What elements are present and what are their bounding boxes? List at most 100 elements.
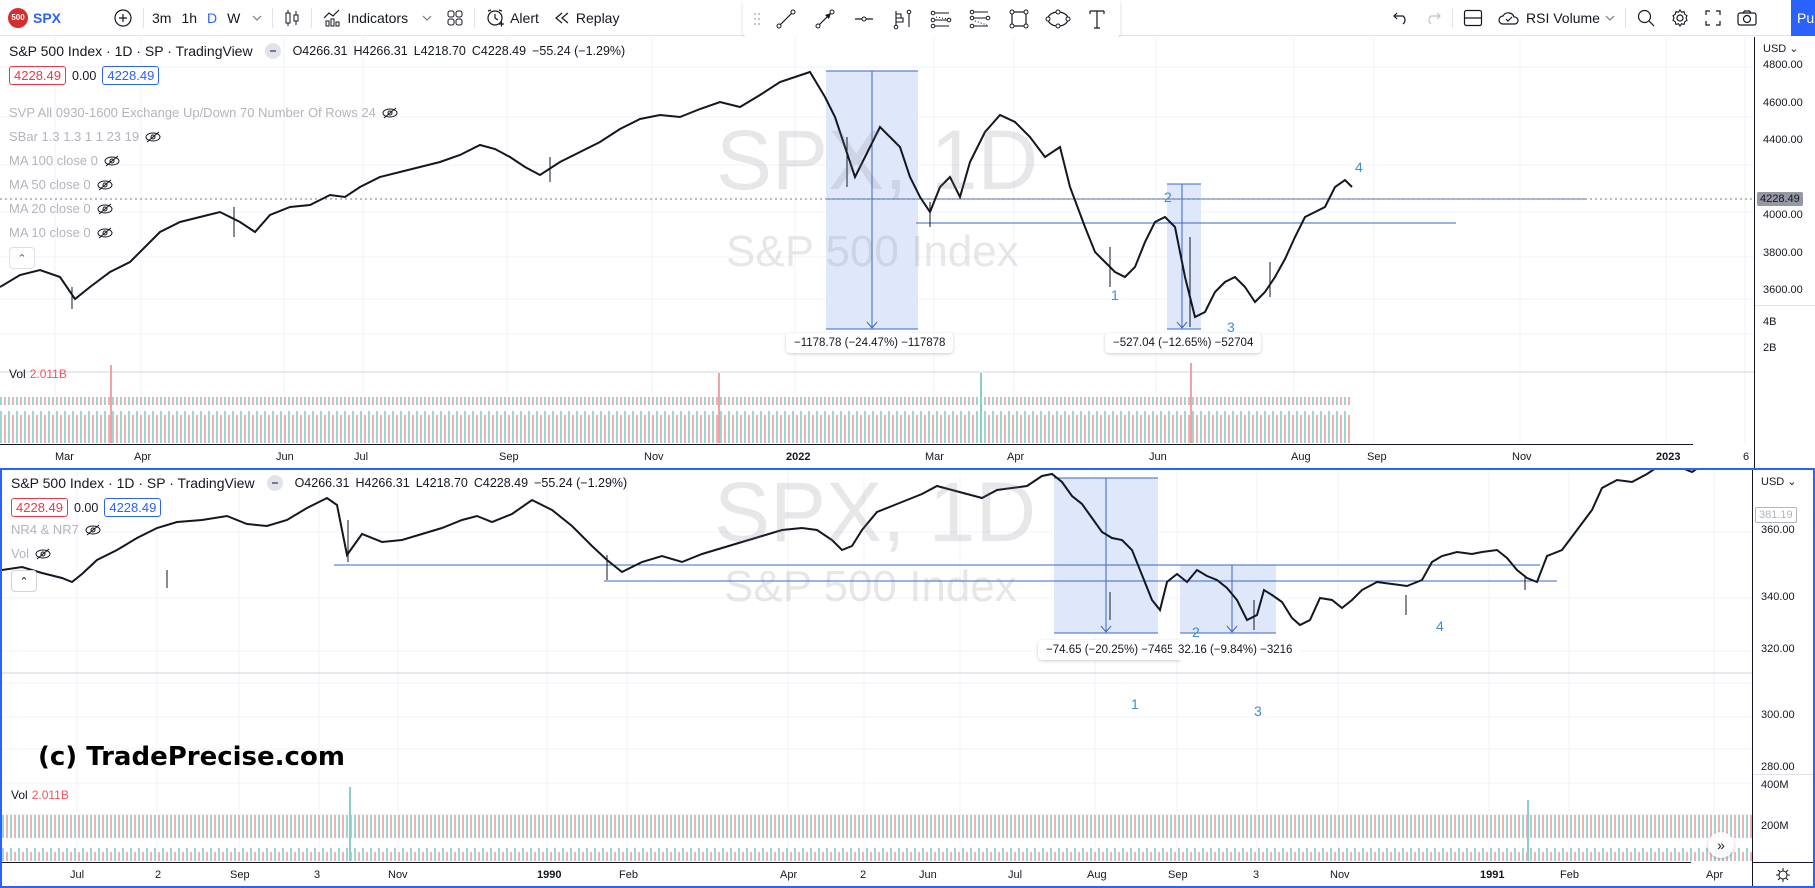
indicator-row-nr4[interactable]: NR4 & NR7 [11, 522, 101, 537]
interval-dropdown[interactable] [245, 0, 269, 36]
symbol-search-button[interactable]: 500 SPX [0, 0, 68, 36]
time-tick: Jun [919, 869, 937, 881]
time-tick: Apr [134, 451, 152, 463]
alert-label: Alert [510, 9, 539, 26]
measure-label-1: −1178.78 (−24.47%) −117878 [786, 333, 954, 353]
snapshot-button[interactable] [1729, 0, 1765, 36]
fullscreen-button[interactable] [1697, 0, 1729, 36]
templates-button[interactable] [439, 0, 471, 36]
regression-trend-icon [969, 9, 991, 29]
hidden-eye-icon[interactable] [97, 227, 113, 239]
time-tick: 3 [314, 869, 321, 881]
hidden-eye-icon[interactable] [104, 155, 120, 167]
legend-collapse-icon[interactable] [264, 43, 281, 59]
chart-type-button[interactable] [276, 0, 308, 36]
buy-price-button[interactable]: 4228.49 [102, 66, 160, 85]
hidden-eye-icon[interactable] [145, 131, 161, 143]
indicator-label: Vol [11, 546, 30, 561]
buy-price-button[interactable]: 4228.49 [104, 498, 162, 517]
legend-title[interactable]: S&P 500 Index · 1D · SP · TradingView [9, 43, 253, 59]
hidden-eye-icon[interactable] [35, 548, 51, 560]
indicator-row-ma10[interactable]: MA 10 close 0 [9, 225, 113, 240]
chart-pane-bottom[interactable]: SPX, 1D S&P 500 Index S&P 500 Index · 1D… [0, 468, 1815, 888]
volume-tick: 2B [1763, 342, 1777, 354]
ellipse-tool[interactable] [1038, 1, 1077, 37]
trend-line-tool[interactable] [767, 1, 806, 37]
settings-button[interactable] [1663, 0, 1697, 36]
last-price-label: 4228.49 [1757, 192, 1803, 206]
regression-tool[interactable] [961, 1, 1000, 37]
indicator-row-ma20[interactable]: MA 20 close 0 [9, 201, 113, 216]
collapse-legend-button[interactable]: ⌃ [11, 570, 37, 592]
position-tool[interactable] [883, 1, 922, 37]
indicator-row-ma100[interactable]: MA 100 close 0 [9, 153, 120, 168]
indicator-label: SBar 1.3 1.3 1 1 23 19 [9, 129, 140, 144]
indicator-row-sbar[interactable]: SBar 1.3 1.3 1 1 23 19 [9, 129, 161, 144]
price-axis-bottom[interactable]: USD ⌄ 381.19 360.00 340.00 320.00 300.00… [1752, 470, 1813, 886]
hidden-eye-icon[interactable] [97, 203, 113, 215]
text-tool[interactable] [1077, 1, 1116, 37]
hidden-eye-icon[interactable] [382, 107, 398, 119]
redo-icon [1428, 12, 1441, 25]
interval-3m[interactable]: 3m [152, 9, 172, 26]
time-tick: Mar [55, 451, 74, 463]
legend-title[interactable]: S&P 500 Index · 1D · SP · TradingView [11, 475, 255, 491]
sell-price-button[interactable]: 4228.49 [11, 498, 68, 517]
horizontal-ray-tool[interactable] [844, 1, 883, 37]
price-tick: 4600.00 [1763, 97, 1803, 109]
parallel-channel-icon [931, 10, 952, 29]
wave-label-3: 3 [1254, 703, 1262, 719]
time-tick: Sep [1168, 869, 1188, 881]
drag-handle[interactable] [747, 1, 767, 37]
currency-selector[interactable]: USD ⌄ [1761, 476, 1797, 488]
legend-collapse-icon[interactable] [266, 475, 283, 491]
indicator-row-ma50[interactable]: MA 50 close 0 [9, 177, 113, 192]
wave-label-2: 2 [1164, 189, 1172, 205]
undo-button[interactable] [1385, 0, 1417, 36]
save-layout-button[interactable]: RSI Volume [1490, 0, 1622, 36]
indicator-row-vol[interactable]: Vol [11, 546, 51, 561]
indicators-button[interactable]: Indicators [315, 0, 415, 36]
rectangle-tool[interactable] [1000, 1, 1039, 37]
price-axis-top[interactable]: USD ⌄ 4800.00 4600.00 4400.00 4228.49 40… [1754, 37, 1815, 468]
time-axis-bottom[interactable]: Jul 2 Sep 3 Nov 1990 Feb Apr 2 Jun Jul A… [2, 862, 1723, 886]
redo-button[interactable] [1417, 0, 1449, 36]
layout-button[interactable] [1456, 0, 1490, 36]
sell-price-button[interactable]: 4228.49 [9, 66, 66, 85]
scroll-to-realtime-button[interactable]: » [1708, 832, 1734, 858]
spread-value: 0.00 [74, 500, 99, 515]
interval-1h[interactable]: 1h [181, 9, 198, 26]
time-tick: 2 [860, 869, 867, 881]
chart-pane-top[interactable]: SPX, 1D S&P 500 Index S&P 500 Index · 1D… [0, 37, 1815, 468]
hidden-eye-icon[interactable] [97, 179, 113, 191]
currency-selector[interactable]: USD ⌄ [1763, 43, 1799, 55]
price-tick: 3800.00 [1763, 247, 1803, 259]
indicators-dropdown[interactable] [415, 0, 439, 36]
alert-button[interactable]: Alert [478, 0, 546, 36]
channel-tool[interactable] [922, 1, 961, 37]
time-tick: Sep [499, 451, 519, 463]
layout-name: RSI Volume [1526, 10, 1600, 26]
bid-ask-row: 4228.49 0.00 4228.49 [9, 66, 160, 85]
collapse-legend-button[interactable]: ⌃ [9, 247, 35, 269]
compare-add-button[interactable] [106, 0, 140, 36]
indicator-row-svp[interactable]: SVP All 0930-1600 Exchange Up/Down 70 Nu… [9, 105, 398, 120]
interval-w[interactable]: W [227, 9, 241, 26]
chart-canvas-top[interactable]: SPX, 1D S&P 500 Index S&P 500 Index · 1D… [0, 37, 1754, 468]
interval-d[interactable]: D [207, 9, 218, 26]
time-axis-top[interactable]: Mar Apr Jun Jul Sep Nov 2022 Mar Apr Jun… [0, 444, 1749, 468]
price-tick: 4000.00 [1763, 209, 1803, 221]
divider [1753, 774, 1813, 775]
measure-label-2: −527.04 (−12.65%) −52704 [1105, 333, 1262, 353]
search-button[interactable] [1629, 0, 1663, 36]
volume-tick: 200M [1761, 820, 1789, 832]
chart-settings-button[interactable] [1753, 862, 1813, 886]
hidden-eye-icon[interactable] [85, 524, 101, 536]
replay-icon [554, 12, 569, 23]
last-price-label: 381.19 [1755, 507, 1797, 523]
replay-button[interactable]: Replay [546, 0, 627, 36]
publish-button[interactable]: Pu [1791, 0, 1815, 36]
chart-canvas-bottom[interactable]: SPX, 1D S&P 500 Index S&P 500 Index · 1D… [2, 470, 1752, 886]
arrow-tool[interactable] [806, 1, 845, 37]
double-chevron-right-icon: » [1717, 837, 1725, 853]
